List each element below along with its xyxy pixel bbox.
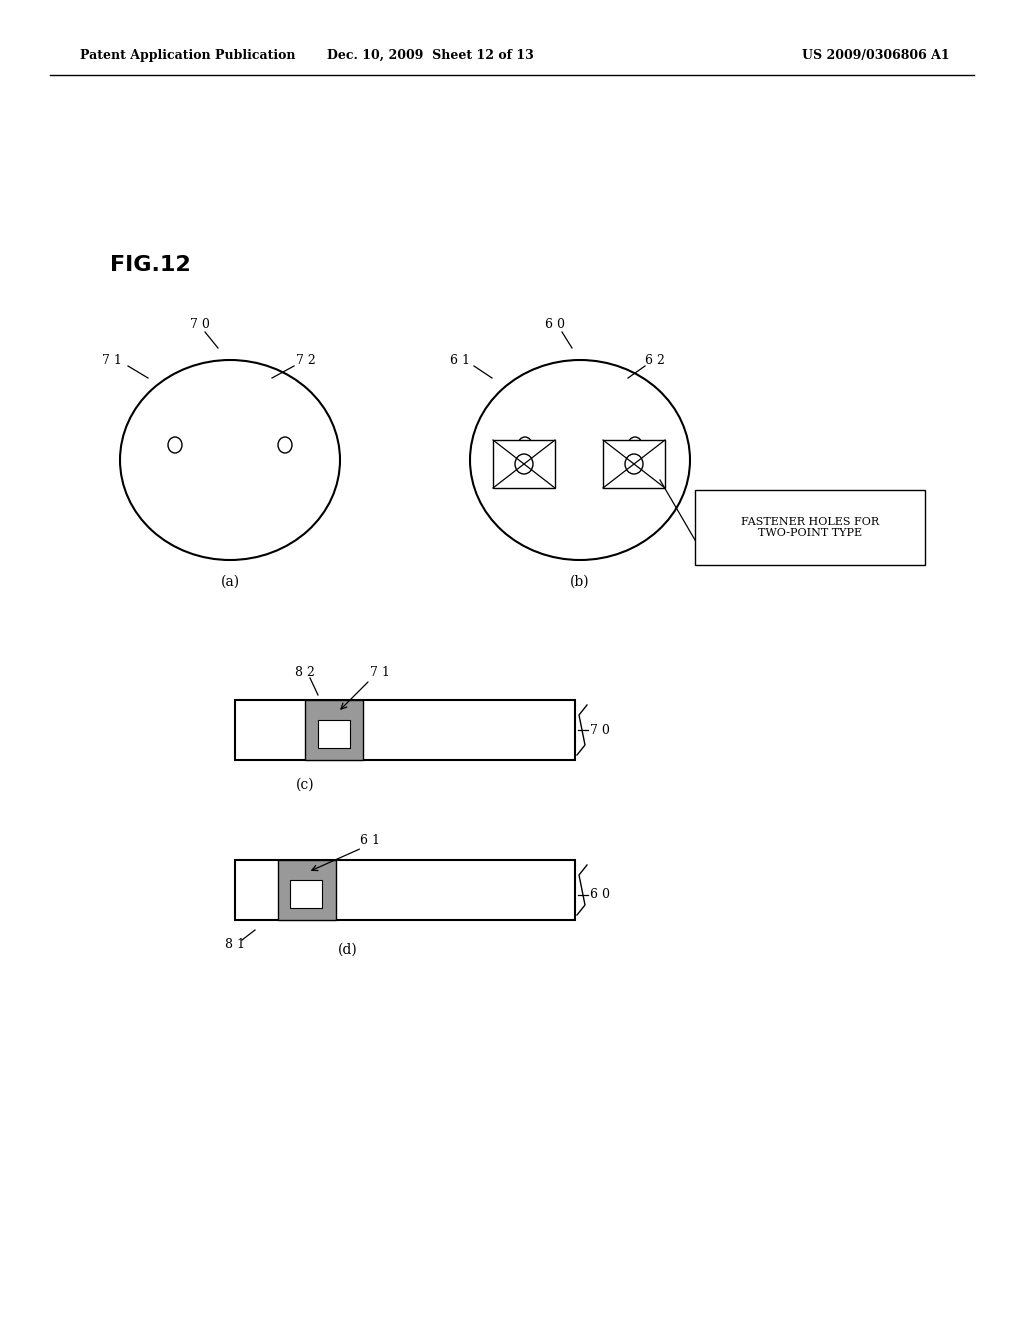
Text: 7 0: 7 0 xyxy=(190,318,210,331)
Bar xyxy=(234,861,575,920)
Text: FASTENER HOLES FOR
TWO-POINT TYPE: FASTENER HOLES FOR TWO-POINT TYPE xyxy=(741,516,879,539)
Text: 7 2: 7 2 xyxy=(296,354,315,367)
Text: Dec. 10, 2009  Sheet 12 of 13: Dec. 10, 2009 Sheet 12 of 13 xyxy=(327,49,534,62)
Text: 6 1: 6 1 xyxy=(360,833,380,846)
Text: 6 0: 6 0 xyxy=(545,318,565,331)
Text: (c): (c) xyxy=(296,777,314,792)
Text: (d): (d) xyxy=(338,942,357,957)
Bar xyxy=(695,490,925,565)
Text: Patent Application Publication: Patent Application Publication xyxy=(80,49,296,62)
Text: 7 1: 7 1 xyxy=(102,354,122,367)
Bar xyxy=(290,880,322,908)
Text: (a): (a) xyxy=(220,576,240,589)
Text: 6 0: 6 0 xyxy=(590,888,610,902)
Bar xyxy=(278,861,336,920)
Bar xyxy=(603,440,665,488)
Text: 7 1: 7 1 xyxy=(370,665,390,678)
Text: (b): (b) xyxy=(570,576,590,589)
Text: 6 2: 6 2 xyxy=(645,354,665,367)
Bar xyxy=(318,719,350,748)
Text: FIG.12: FIG.12 xyxy=(110,255,190,275)
Text: 8 1: 8 1 xyxy=(225,939,245,952)
Bar xyxy=(493,440,555,488)
Text: 6 1: 6 1 xyxy=(450,354,470,367)
Bar xyxy=(305,700,362,760)
Text: 8 2: 8 2 xyxy=(295,665,315,678)
Text: US 2009/0306806 A1: US 2009/0306806 A1 xyxy=(803,49,950,62)
Bar xyxy=(234,700,575,760)
Text: 7 0: 7 0 xyxy=(590,723,610,737)
